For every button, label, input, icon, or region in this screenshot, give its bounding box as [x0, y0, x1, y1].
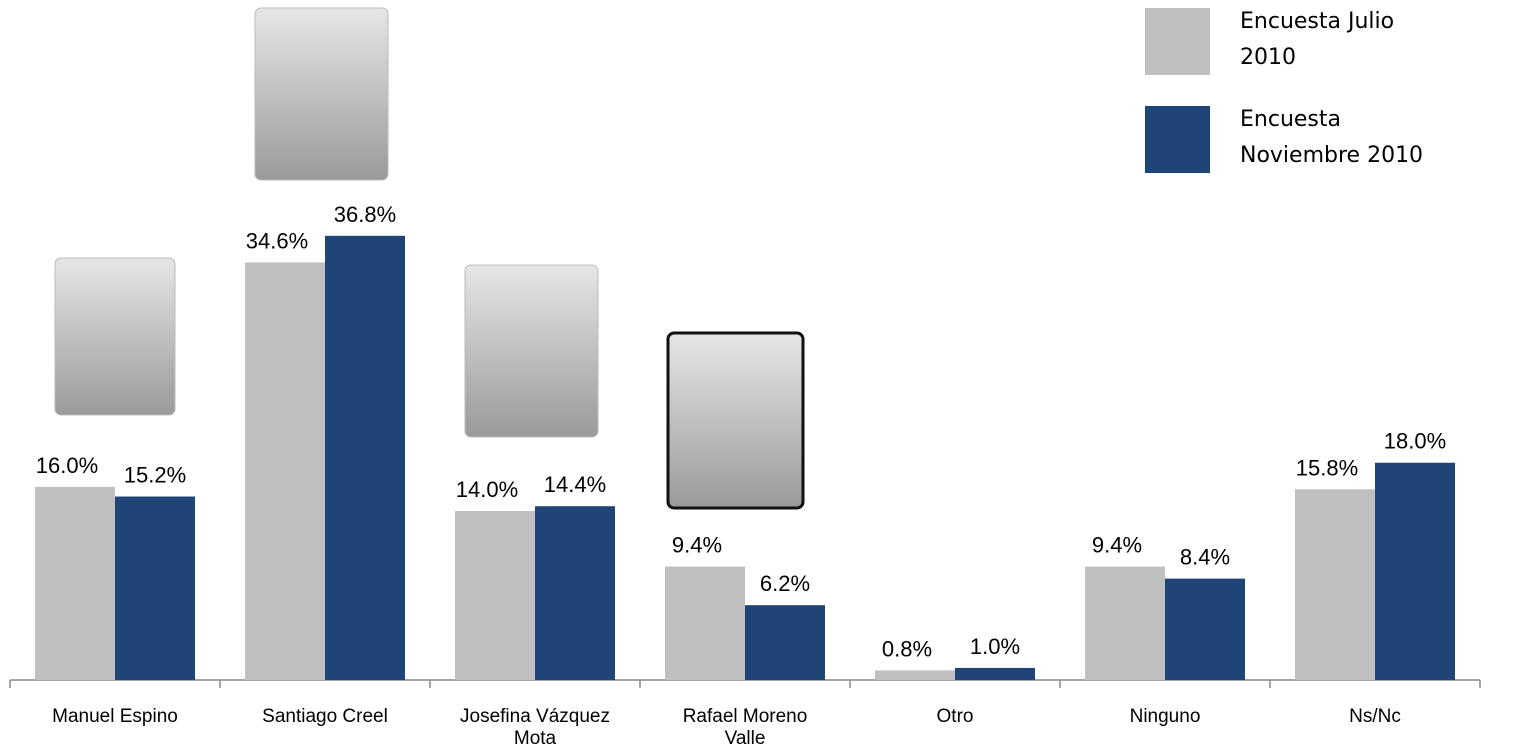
bar [1165, 579, 1245, 680]
legend-label: Encuesta Noviembre 2010 [1240, 102, 1450, 174]
value-label: 34.6% [246, 228, 308, 253]
x-tick-label: Manuel Espino [35, 706, 195, 728]
x-tick-label: Ninguno [1085, 706, 1245, 728]
photo [465, 265, 598, 437]
bar [1085, 567, 1165, 680]
value-label: 9.4% [672, 533, 722, 558]
legend-swatch [1145, 106, 1210, 173]
bar [1375, 463, 1455, 680]
x-tick-label: Ns/Nc [1295, 706, 1455, 728]
value-label: 16.0% [36, 453, 98, 478]
value-label: 15.2% [124, 463, 186, 488]
photos [55, 8, 803, 508]
photo [668, 333, 803, 508]
x-tick-label: Santiago Creel [245, 706, 405, 728]
value-label: 1.0% [970, 634, 1020, 659]
bar [745, 605, 825, 680]
page: 16.0% 34.6% 14.0% 9.4% 0.8% 9.4% 15.8% 15.2% 36.… [0, 0, 1523, 756]
x-tick-label: Otro [875, 706, 1035, 728]
photo [55, 258, 175, 415]
value-label: 14.4% [544, 472, 606, 497]
bar [245, 262, 325, 680]
bar [325, 236, 405, 680]
photo [255, 8, 388, 180]
legend-swatch [1145, 8, 1210, 75]
bar [455, 511, 535, 680]
legend-label: Encuesta Julio 2010 [1240, 4, 1450, 76]
value-label: 9.4% [1092, 533, 1142, 558]
value-label: 36.8% [334, 202, 396, 227]
bar [535, 506, 615, 680]
value-label: 0.8% [882, 636, 932, 661]
bar [1295, 489, 1375, 680]
value-label: 6.2% [760, 571, 810, 596]
bar [955, 668, 1035, 680]
bar [35, 487, 115, 680]
bar [115, 497, 195, 680]
value-label: 15.8% [1296, 455, 1358, 480]
bar [875, 670, 955, 680]
x-tick-label: Josefina Vázquez Mota [455, 706, 615, 750]
value-label: 18.0% [1384, 429, 1446, 454]
value-label: 14.0% [456, 477, 518, 502]
x-tick-label: Rafael Moreno Valle [665, 706, 825, 750]
bar [665, 567, 745, 680]
value-label: 8.4% [1180, 545, 1230, 570]
